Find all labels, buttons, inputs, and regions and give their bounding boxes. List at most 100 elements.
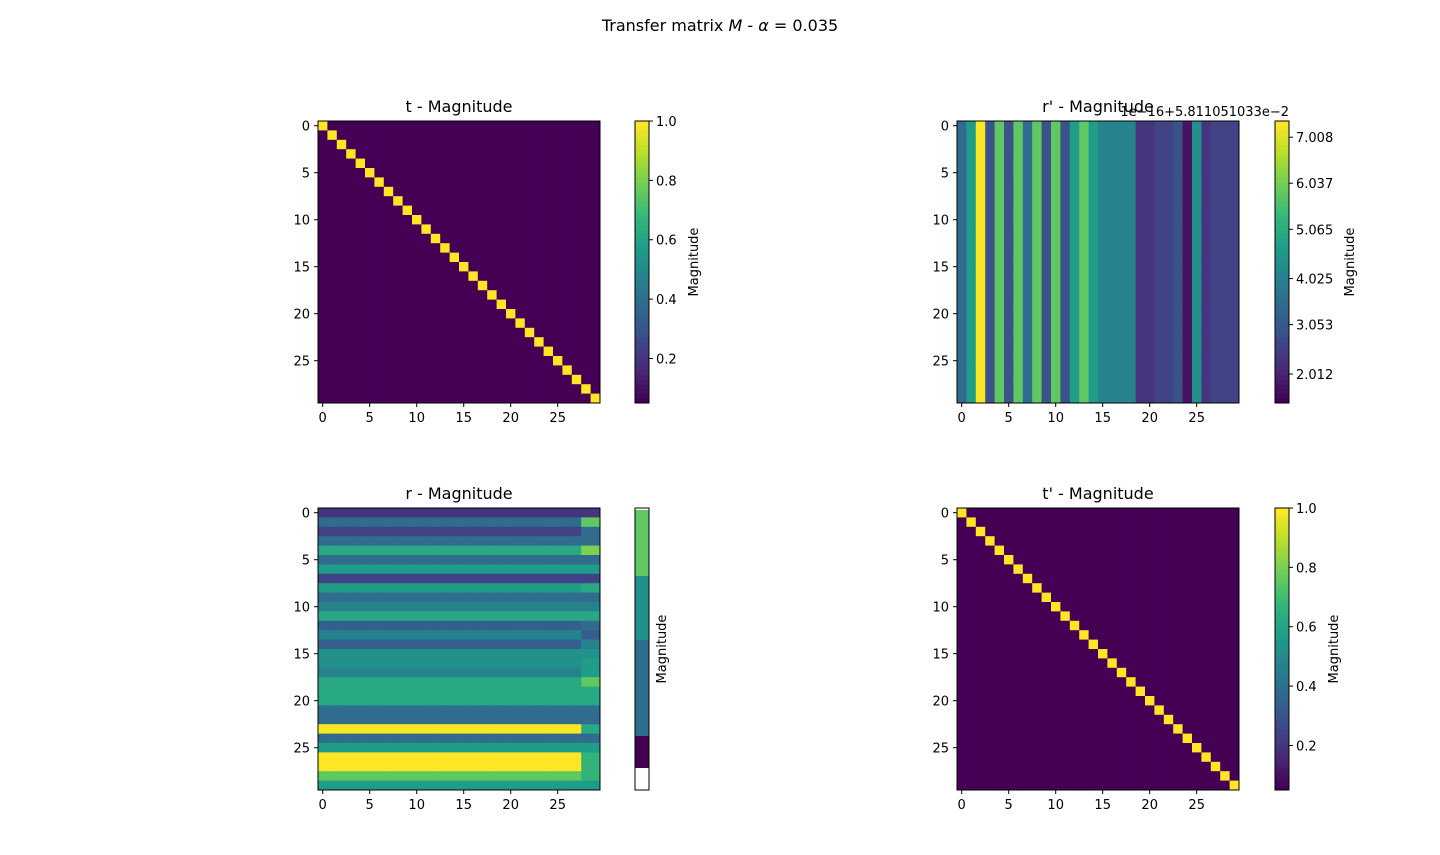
- heatmap-cell: [327, 611, 338, 622]
- heatmap-cell: [1069, 696, 1080, 706]
- heatmap-cell: [449, 224, 460, 235]
- heatmap-cell: [524, 714, 535, 725]
- heatmap-cell: [1051, 186, 1061, 197]
- heatmap-cell: [1116, 168, 1127, 178]
- heatmap-cell: [318, 139, 328, 150]
- heatmap-cell: [1154, 573, 1165, 584]
- colorbar-gradient-step: [1275, 200, 1289, 207]
- heatmap-cell: [402, 649, 413, 659]
- heatmap-cell: [581, 564, 591, 575]
- heatmap-cell: [581, 139, 591, 150]
- heatmap-cell: [1182, 205, 1193, 216]
- heatmap-cell: [581, 252, 591, 263]
- heatmap-cell: [1201, 639, 1212, 650]
- colorbar-tick-label: 0.2: [1296, 739, 1317, 754]
- heatmap-cell: [966, 177, 977, 188]
- heatmap-cell: [346, 393, 356, 404]
- heatmap-cell: [1041, 592, 1052, 603]
- heatmap-cell: [1192, 365, 1202, 376]
- colorbar-gradient-step: [635, 323, 649, 329]
- x-tick-label: 15: [455, 798, 472, 813]
- heatmap-cell: [440, 139, 450, 150]
- heatmap-cell: [553, 649, 563, 659]
- heatmap-cell: [590, 526, 601, 537]
- heatmap-cell: [421, 564, 432, 575]
- colorbar-gradient-step: [635, 210, 649, 216]
- heatmap-cell: [487, 309, 497, 319]
- heatmap-cell: [449, 346, 460, 357]
- heatmap-cell: [468, 365, 479, 376]
- heatmap-cell: [1126, 290, 1136, 300]
- heatmap-cell: [562, 649, 573, 659]
- heatmap-cell: [1004, 583, 1014, 593]
- heatmap-cell: [355, 233, 366, 244]
- heatmap-cell: [1229, 517, 1240, 528]
- colorbar-gradient-step: [635, 360, 649, 366]
- heatmap-cell: [477, 592, 488, 603]
- heatmap-cell: [543, 649, 554, 659]
- heatmap-cell: [1135, 318, 1146, 329]
- heatmap-cell: [1060, 602, 1071, 612]
- heatmap-cell: [524, 196, 535, 206]
- heatmap-cell: [496, 705, 507, 716]
- heatmap-cell: [1060, 299, 1071, 310]
- heatmap-cell: [1220, 724, 1230, 734]
- colorbar-gradient-step: [1275, 583, 1289, 589]
- colorbar-gradient-step: [1275, 611, 1289, 617]
- heatmap-cell: [1229, 215, 1240, 225]
- heatmap-cell: [1182, 724, 1193, 734]
- heatmap-cell: [1154, 743, 1165, 753]
- heatmap-cell: [393, 130, 403, 141]
- heatmap-cell: [1098, 271, 1108, 282]
- heatmap-cell: [571, 309, 582, 319]
- heatmap-cell: [1201, 602, 1212, 612]
- heatmap-cell: [459, 130, 469, 141]
- heatmap-cell: [506, 526, 516, 537]
- heatmap-cell: [975, 168, 986, 178]
- heatmap-cell: [421, 639, 432, 650]
- colorbar-band: [635, 510, 649, 576]
- heatmap-cell: [1032, 705, 1042, 716]
- heatmap-cell: [355, 536, 366, 546]
- heatmap-cell: [506, 243, 516, 253]
- heatmap-cell: [318, 508, 328, 518]
- heatmap-cell: [1004, 130, 1014, 141]
- heatmap-cell: [957, 196, 967, 206]
- heatmap-cell: [1032, 299, 1042, 310]
- heatmap-cell: [421, 526, 432, 537]
- heatmap-cell: [1013, 384, 1024, 394]
- heatmap-cell: [534, 346, 544, 357]
- heatmap-cell: [1107, 714, 1118, 725]
- heatmap-cell: [487, 139, 497, 150]
- heatmap-cell: [1088, 168, 1099, 178]
- heatmap-cell: [1041, 602, 1052, 612]
- heatmap-cell: [1041, 318, 1052, 329]
- heatmap-cell: [412, 224, 422, 235]
- heatmap-cell: [1229, 696, 1240, 706]
- heatmap-cell: [1154, 271, 1165, 282]
- heatmap-cell: [506, 564, 516, 575]
- heatmap-cell: [994, 658, 1005, 669]
- heatmap-cell: [1088, 517, 1099, 528]
- heatmap-cell: [412, 677, 422, 687]
- heatmap-cell: [318, 667, 328, 678]
- heatmap-cell: [1060, 677, 1071, 687]
- heatmap-cell: [1173, 337, 1183, 347]
- heatmap-cell: [402, 262, 413, 272]
- heatmap-cell: [506, 508, 516, 518]
- heatmap-cell: [515, 233, 526, 244]
- heatmap-cell: [421, 346, 432, 357]
- heatmap-cell: [440, 639, 450, 650]
- heatmap-cell: [468, 536, 479, 546]
- heatmap-cell: [440, 262, 450, 272]
- heatmap-cell: [1229, 393, 1240, 404]
- heatmap-cell: [966, 526, 977, 537]
- heatmap-cell: [1116, 583, 1127, 593]
- heatmap-cell: [571, 121, 582, 131]
- heatmap-cell: [346, 168, 356, 178]
- heatmap-cell: [440, 186, 450, 197]
- heatmap-cell: [412, 686, 422, 697]
- heatmap-cell: [553, 271, 563, 282]
- heatmap-cell: [1163, 149, 1174, 159]
- heatmap-cell: [1154, 630, 1165, 640]
